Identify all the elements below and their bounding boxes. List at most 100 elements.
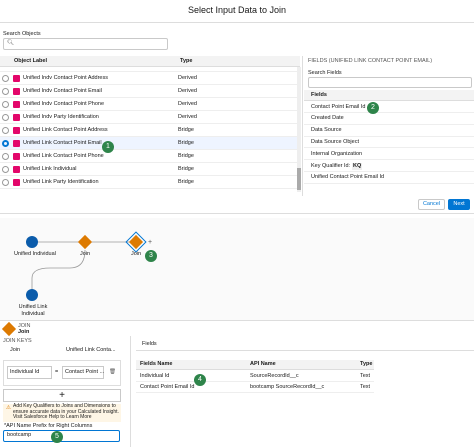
tab-underline: [136, 350, 474, 351]
radio[interactable]: [2, 166, 9, 173]
modal-title: Select Input Data to Join: [187, 5, 287, 15]
key-qualifier: KQ: [352, 162, 363, 170]
radio[interactable]: [2, 153, 9, 160]
field-cell: Individual Id: [140, 373, 170, 379]
search-fields-label: Search Fields: [308, 70, 342, 76]
fields-panel: [302, 56, 474, 196]
fields-title: FIELDS (UNIFIED LINK CONTACT POINT EMAIL…: [308, 58, 433, 64]
object-label: Unified Link Individual: [23, 166, 77, 172]
search-icon: 🔍︎: [7, 40, 14, 46]
col-header: Object Label: [14, 58, 48, 64]
radio[interactable]: [2, 127, 9, 134]
node-source[interactable]: [26, 236, 38, 248]
node-label: Join: [80, 251, 91, 257]
cancel-button[interactable]: Cancel: [418, 199, 445, 210]
object-icon: [13, 88, 20, 95]
radio[interactable]: [2, 140, 9, 147]
next-button[interactable]: Next: [448, 199, 470, 210]
add-key-button[interactable]: +: [3, 389, 121, 402]
warning-icon: ⚠︎: [6, 405, 11, 411]
object-row[interactable]: [0, 150, 297, 163]
object-type: Derived: [178, 101, 197, 107]
fields-header: Fields: [311, 92, 327, 98]
object-label: Unified Link Party Identification: [23, 179, 99, 185]
object-row[interactable]: [0, 85, 297, 98]
object-row[interactable]: [0, 163, 297, 176]
object-icon: [13, 75, 20, 82]
properties-panel: [0, 320, 474, 447]
field-row: [304, 101, 474, 113]
radio[interactable]: [2, 75, 9, 82]
object-type: Bridge: [178, 179, 194, 185]
field-cell: bootcamp SourceRecordId__c: [250, 384, 325, 390]
object-type: Bridge: [178, 140, 194, 146]
delete-icon[interactable]: 🗑︎: [109, 369, 116, 375]
canvas: +: [0, 218, 474, 320]
add-icon[interactable]: +: [148, 239, 152, 246]
radio[interactable]: [2, 88, 9, 95]
object-row[interactable]: [0, 137, 297, 150]
node-label: Unified Link Individual: [18, 304, 48, 317]
key-right[interactable]: [62, 366, 104, 379]
object-row[interactable]: [0, 176, 297, 189]
field-label: Key Qualifier Id:: [311, 162, 351, 169]
object-type: Derived: [178, 75, 197, 81]
field-row: [136, 371, 374, 382]
object-type: Bridge: [178, 153, 194, 159]
field-row: [304, 148, 474, 161]
warning: [3, 404, 121, 422]
panel-kicker: JOIN: [18, 323, 31, 329]
prefix-label: *API Name Prefix for Right Columns: [4, 423, 93, 429]
panel-name: Join: [18, 329, 30, 335]
search-fields-input[interactable]: [308, 77, 472, 88]
object-icon: [13, 114, 20, 121]
object-label: Unified Indv Contact Point Email: [23, 88, 102, 94]
canvas-bg: [0, 218, 474, 320]
object-icon: [13, 166, 20, 173]
field-cell: Text: [360, 373, 371, 379]
object-icon: [13, 127, 20, 134]
field-label: Internal Organization: [311, 150, 363, 157]
object-row[interactable]: [0, 98, 297, 111]
key-left-text: Individual Id: [10, 369, 40, 375]
key-header: Unified Link Conta...: [66, 347, 116, 353]
field-label: Contact Point Email Id: [311, 103, 366, 110]
radio[interactable]: [2, 114, 9, 121]
object-row[interactable]: [0, 111, 297, 124]
col-header: Type: [180, 58, 193, 64]
radio[interactable]: [2, 179, 9, 186]
join-keys-label: JOIN KEYS: [3, 338, 32, 344]
field-label: Created Date: [311, 115, 344, 122]
scroll-thumb[interactable]: [297, 168, 301, 190]
key-left[interactable]: [7, 366, 52, 379]
scrollbar[interactable]: [297, 67, 301, 192]
object-icon: [13, 153, 20, 160]
object-row[interactable]: [0, 124, 297, 137]
object-row[interactable]: [0, 72, 297, 85]
object-label: Unified Link Contact Point Phone: [23, 153, 104, 159]
object-type: Derived: [178, 114, 197, 120]
field-row: [304, 172, 474, 184]
search-label: Search Objects: [3, 31, 41, 37]
col-header: Type: [360, 361, 373, 367]
table-header: [0, 56, 300, 67]
warning-text: Add Key Qualifiers to Joins and Dimensio…: [13, 403, 119, 420]
col-header: Fields Name: [140, 361, 173, 367]
field-row: [304, 136, 474, 149]
step-badge: 1: [102, 141, 114, 153]
field-cell: Text: [360, 384, 371, 390]
step-badge: 4: [194, 374, 206, 386]
divider: [0, 22, 474, 23]
node-label: Unified Individual: [14, 251, 56, 257]
search-input[interactable]: [3, 38, 168, 50]
radio[interactable]: [2, 101, 9, 108]
node-source[interactable]: [26, 289, 38, 301]
field-row: [304, 160, 474, 172]
key-op: =: [55, 369, 59, 375]
field-label: Unified Contact Point Email Id: [311, 174, 385, 181]
prefix-input[interactable]: [3, 430, 120, 442]
prefix-value: bootcamp: [7, 432, 32, 438]
object-label: Unified Indv Contact Point Address: [23, 75, 108, 81]
object-label: Unified Indv Party Identification: [23, 114, 99, 120]
tab[interactable]: Fields: [142, 341, 157, 347]
